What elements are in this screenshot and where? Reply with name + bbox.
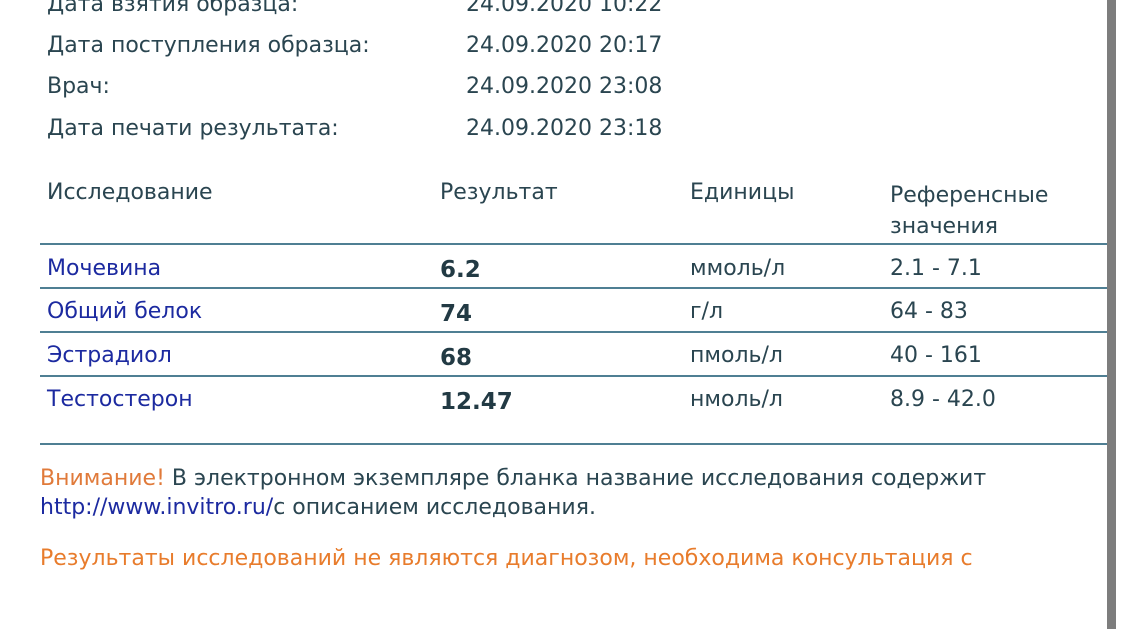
info-value-print-date: 24.09.2020 23:18 <box>466 116 663 141</box>
units: ммоль/л <box>690 256 786 281</box>
info-label-doctor: Врач: <box>47 74 110 99</box>
result-value: 68 <box>440 345 473 371</box>
reference-range: 8.9 - 42.0 <box>890 387 996 412</box>
table-divider <box>40 287 1125 289</box>
test-link[interactable]: Эстрадиол <box>47 343 172 368</box>
reference-range: 64 - 83 <box>890 299 968 324</box>
info-label-received-date: Дата поступления образца: <box>47 33 370 58</box>
table-divider <box>40 375 1125 377</box>
test-link[interactable]: Общий белок <box>47 299 203 324</box>
info-value-received-date: 24.09.2020 20:17 <box>466 33 663 58</box>
test-link[interactable]: Тестостерон <box>47 387 193 412</box>
units: нмоль/л <box>690 387 783 412</box>
header-test: Исследование <box>47 180 213 205</box>
table-divider <box>40 243 1125 245</box>
header-units: Единицы <box>690 180 795 205</box>
disclaimer: Результаты исследований не являются диаг… <box>40 546 973 571</box>
result-value: 74 <box>440 301 473 327</box>
test-link[interactable]: Мочевина <box>47 256 162 281</box>
page-edge <box>1116 0 1125 629</box>
reference-range: 2.1 - 7.1 <box>890 256 982 281</box>
vertical-scrollbar[interactable] <box>1107 0 1116 629</box>
info-label-print-date: Дата печати результата: <box>47 116 339 141</box>
notice-line-1: Внимание! В электронном экземпляре бланк… <box>40 464 986 493</box>
notice-text: В электронном экземпляре бланка название… <box>164 466 987 491</box>
table-divider <box>40 331 1125 333</box>
warning-label: Внимание! <box>40 466 165 491</box>
notice-link-suffix: с описанием исследования. <box>273 495 596 520</box>
info-label-sample-date: Дата взятия образца: <box>47 0 299 17</box>
units: пмоль/л <box>690 343 783 368</box>
table-divider <box>40 443 1125 445</box>
invitro-link[interactable]: http://www.invitro.ru/ <box>40 495 274 520</box>
reference-range: 40 - 161 <box>890 343 982 368</box>
result-value: 12.47 <box>440 389 513 415</box>
header-reference: Референсные значения <box>890 183 1049 239</box>
info-value-doctor: 24.09.2020 23:08 <box>466 74 663 99</box>
notice-line-2: http://www.invitro.ru/с описанием исслед… <box>40 493 596 522</box>
info-value-sample-date: 24.09.2020 10:22 <box>466 0 663 17</box>
units: г/л <box>690 299 724 324</box>
header-result: Результат <box>440 180 558 205</box>
result-value: 6.2 <box>440 257 481 283</box>
